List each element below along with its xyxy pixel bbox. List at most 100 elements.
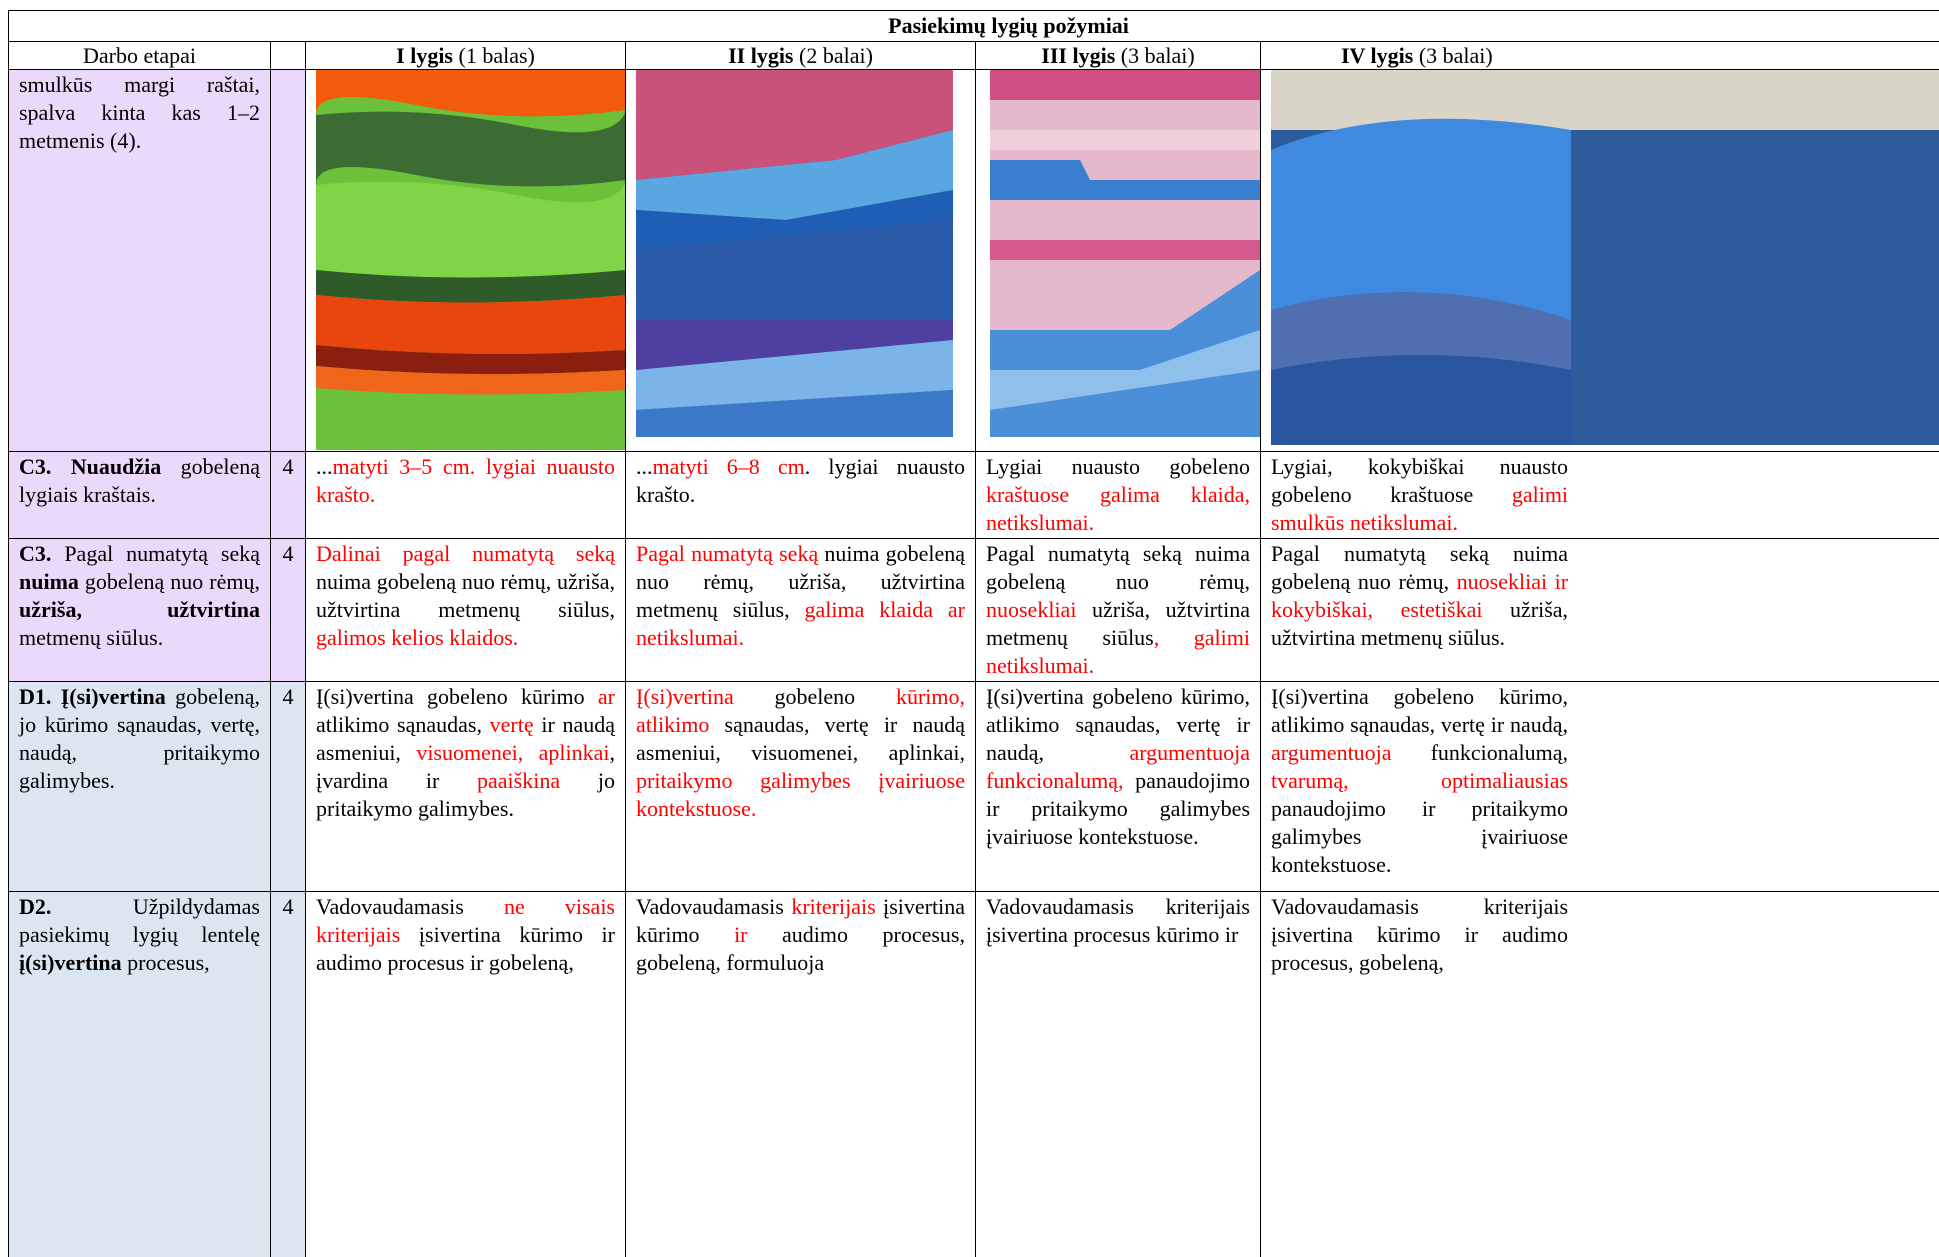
text-run: galimi smulkūs netikslumai. <box>1271 482 1569 535</box>
text-run: Pagal numatytą seką <box>51 541 260 566</box>
text-run <box>51 454 70 479</box>
text-run: kūrimo, atlikimo <box>636 684 965 737</box>
text-run: nuosekliai ir kokybiškai, estetiškai <box>1271 569 1569 622</box>
text-run: Užpildydamas pasiekimų lygių lentelę <box>19 894 260 947</box>
header-cell <box>270 41 306 70</box>
text-run: ar <box>597 684 615 709</box>
text-run: C3. <box>19 541 52 566</box>
text-run: Vadovaudamasis <box>636 894 792 919</box>
text-run: gobeleno <box>733 684 896 709</box>
text-run: užriša, užtvirtina <box>19 597 260 622</box>
text-run: visuomenei, aplinkai <box>416 740 610 765</box>
text-run: gobeleną, jo kūrimo sąnaudas, vertę, nau… <box>19 684 261 793</box>
text-run: atlikimo sąnaudas, <box>316 712 490 737</box>
text-run: smulkūs margi raštai, spalva kinta kas 1… <box>19 72 260 153</box>
text-run: ir naudą asmeniui, <box>316 712 615 765</box>
level-cell: Į(si)vertina gobeleno kūrimo, atlikimo s… <box>1259 681 1939 892</box>
text-run: paaiškina <box>477 768 561 793</box>
text-run: panaudojimo ir pritaikymo galimybes įvai… <box>986 768 1250 849</box>
text-run <box>51 684 60 709</box>
image-cell <box>305 69 626 452</box>
stage-cell: C3. Pagal numatytą seką nuima gobeleną n… <box>8 538 271 682</box>
text-run: pritaikymo galimybes įvairiuose kontekst… <box>636 768 965 821</box>
text-run: matyti 6–8 cm <box>652 454 805 479</box>
text-run: užriša, užtvirtina metmenų siūlus <box>986 597 1250 650</box>
text-run: nuima gobeleną nuo rėmų, užriša, užtvirt… <box>316 569 615 622</box>
level-cell: ...matyti 3–5 cm. lygiai nuausto krašto. <box>305 451 626 539</box>
text-run: funkcionalumą, <box>1391 740 1569 765</box>
points-cell: 4 <box>270 451 306 539</box>
image-cell <box>975 69 1261 452</box>
stage-cell: D1. Į(si)vertina gobeleną, jo kūrimo sąn… <box>8 681 271 892</box>
text-run: sąnaudas, vertę ir naudą asmeniui, visuo… <box>636 712 965 765</box>
points-cell: 4 <box>270 681 306 892</box>
text-run: Į(si)vertina <box>636 684 734 709</box>
text-run: III lygis <box>1041 43 1116 68</box>
header-cell: IV lygis (3 balai) <box>1259 41 1939 70</box>
text-run: tvarumą, optimaliausias <box>1271 768 1569 793</box>
level-cell: ...matyti 6–8 cm. lygiai nuausto krašto. <box>625 451 976 539</box>
text-run: Dalinai pagal numatytą seką <box>316 541 615 566</box>
points-cell <box>270 69 306 452</box>
text-run: kraštuose galima klaida, netikslumai. <box>986 482 1250 535</box>
text-run: Vadovaudamasis kriterijais įsivertina pr… <box>986 894 1250 947</box>
text-run: nuima gobeleną nuo rėmų, užriša, užtvirt… <box>636 541 965 622</box>
level-cell: Vadovaudamasis kriterijais įsivertina kū… <box>625 891 976 1257</box>
level-cell: Pagal numatytą seką nuima gobeleną nuo r… <box>975 538 1261 682</box>
image-cell <box>625 69 976 452</box>
level-cell: Lygiai nuausto gobeleno kraštuose galima… <box>975 451 1261 539</box>
text-run: matyti 3–5 cm. lygiai nuausto krašto. <box>316 454 615 507</box>
points-cell: 4 <box>270 891 306 1257</box>
text-run: Į(si)vertina gobeleno kūrimo <box>316 684 598 709</box>
text-run: įsivertina kūrimo <box>636 894 965 947</box>
text-run: Į(si)vertina <box>60 684 166 709</box>
level-cell: Į(si)vertina gobeleno kūrimo, atlikimo s… <box>975 681 1261 892</box>
text-run: I lygis <box>396 43 453 68</box>
level-cell: Į(si)vertina gobeleno kūrimo ar atlikimo… <box>305 681 626 892</box>
text-run: Nuaudžia <box>70 454 162 479</box>
text-run: D2. <box>19 894 52 919</box>
text-run: Pagal numatytą seką nuima gobeleną nuo r… <box>986 541 1250 594</box>
level-cell: Pagal numatytą seką nuima gobeleną nuo r… <box>1259 538 1939 682</box>
level-cell: Vadovaudamasis ne visais kriterijais įsi… <box>305 891 626 1257</box>
text-run: įsivertina kūrimo ir audimo procesus ir … <box>316 922 615 975</box>
page: Pasiekimų lygių požymiai Darbo etapai I … <box>8 10 1939 1257</box>
text-run: C3. <box>19 454 52 479</box>
text-run: , įvardina ir <box>316 740 615 793</box>
text-run: D1. <box>19 684 52 709</box>
text-run: vertę <box>489 712 534 737</box>
text-run: Lygiai, kokybiškai nuausto gobeleno kraš… <box>1271 454 1569 507</box>
header-cell: II lygis (2 balai) <box>625 41 976 70</box>
text-run: į(si)vertina <box>19 950 122 975</box>
text-run: , galimi netikslumai. <box>986 625 1250 678</box>
stage-cell: C3. Nuaudžia gobeleną lygiais kraštais. <box>8 451 271 539</box>
text-run: kriterijais <box>791 894 876 919</box>
text-run: II lygis <box>728 43 794 68</box>
text-run: panaudojimo ir pritaikymo galimybes įvai… <box>1271 796 1569 877</box>
level-cell: Lygiai, kokybiškai nuausto gobeleno kraš… <box>1259 451 1939 539</box>
text-run: galimos kelios klaidos. <box>316 625 519 650</box>
table-title: Pasiekimų lygių požymiai <box>8 10 1939 42</box>
image-cell <box>1259 69 1939 452</box>
text-run: Lygiai nuausto gobeleno <box>986 454 1250 479</box>
text-run: procesus, <box>121 950 210 975</box>
tapestry-image <box>636 70 953 437</box>
text-run: metmenų siūlus. <box>19 625 164 650</box>
text-run: . lygiai nuausto krašto. <box>636 454 966 507</box>
level-cell: Dalinai pagal numatytą seką nuima gobele… <box>305 538 626 682</box>
criteria-table: Pasiekimų lygių požymiai Darbo etapai I … <box>8 10 1939 1257</box>
text-run: Vadovaudamasis <box>316 894 504 919</box>
text-run: gobeleną nuo rėmų, <box>78 569 260 594</box>
text-run: audimo procesus, gobeleną, formuluoja <box>636 922 965 975</box>
text-run: ... <box>636 454 653 479</box>
level-cell: Pagal numatytą seką nuima gobeleną nuo r… <box>625 538 976 682</box>
text-run: nuima <box>19 569 79 594</box>
text-run: Į(si)vertina gobeleno kūrimo, atlikimo s… <box>986 684 1250 765</box>
text-run: jo pritaikymo galimybes. <box>316 768 615 821</box>
text-run: užriša, užtvirtina metmenų siūlus. <box>1271 597 1569 650</box>
text-run: galima klaida ar netikslumai. <box>636 597 965 650</box>
text-run: nuosekliai <box>986 597 1077 622</box>
text-run: (3 balai) <box>1115 43 1195 68</box>
text-run: ir <box>734 922 748 947</box>
tapestry-image <box>990 70 1260 437</box>
